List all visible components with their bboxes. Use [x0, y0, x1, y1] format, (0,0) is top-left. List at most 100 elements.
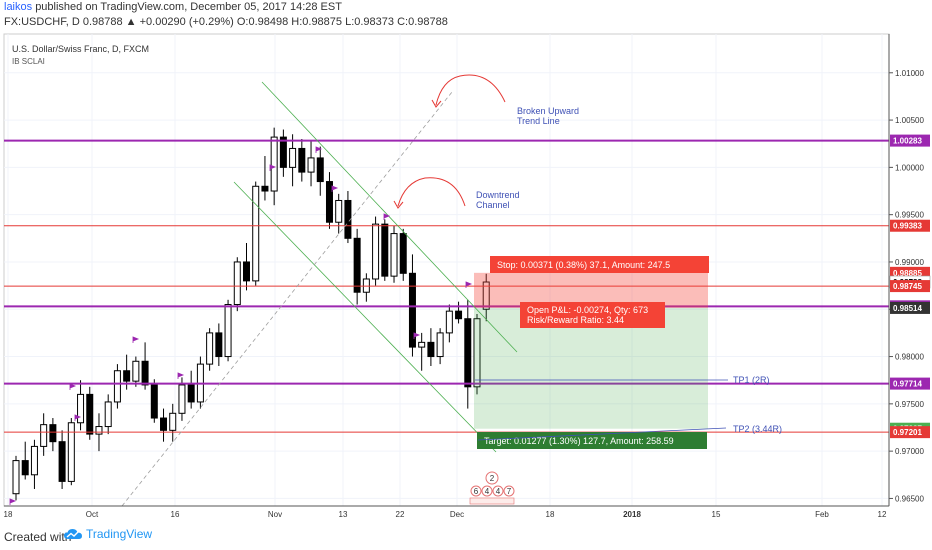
price-label-2: 0.98885 [893, 269, 922, 278]
tradingview-label: TradingView [86, 527, 153, 541]
candle-body [187, 384, 195, 403]
symbol-ohlc-line: FX:USDCHF, D 0.98788 ▲ +0.00290 (+0.29%)… [4, 16, 448, 28]
candle-body [104, 401, 112, 428]
candle-body [316, 157, 324, 183]
x-tick-label-0: 18 [4, 510, 13, 519]
stop-box-text: Stop: 0.00371 (0.38%) 37.1, Amount: 247.… [497, 260, 670, 270]
price-label-box [890, 426, 930, 439]
stop-box [490, 256, 709, 273]
event-flag-icon [269, 164, 277, 171]
y-tick-label-1: 1.00500 [895, 116, 924, 125]
price-label-box [890, 301, 930, 314]
price-label-6: 0.98514 [893, 304, 922, 313]
event-flag-icon [315, 146, 323, 153]
price-label-box [890, 280, 930, 293]
tp2-line [477, 427, 727, 441]
candle-body [289, 147, 297, 168]
published-text: published on TradingView.com, December 0… [35, 1, 342, 13]
chart-grid [3, 33, 890, 507]
price-label-box [890, 377, 930, 390]
candle-body [279, 136, 287, 168]
candle-body [482, 281, 490, 310]
candle-body [30, 445, 38, 476]
candle-body [243, 261, 250, 282]
event-flag-icon [132, 336, 140, 343]
price-label-box [890, 134, 930, 147]
y-tick-label-0: 1.01000 [895, 69, 924, 78]
candle-body [233, 261, 241, 306]
tradingview-brand[interactable]: TradingView [64, 527, 152, 541]
candle-body [86, 393, 94, 435]
downtrend-channel-label: Downtrend Channel [476, 190, 520, 210]
y-tick-label-9: 0.96500 [895, 494, 924, 503]
x-tick-label-6: Dec [450, 510, 464, 519]
pnl-box-text: Open P&L: -0.00274, Qty: 673 Risk/Reward … [527, 305, 648, 325]
candle-body [252, 185, 260, 282]
x-tick-label-2: 16 [171, 510, 180, 519]
indicator-label: IB SCLAI [12, 57, 45, 66]
candle-body [113, 370, 121, 403]
arrow-head-1 [431, 99, 442, 108]
event-number-2: 4 [496, 487, 501, 496]
candle-body [436, 332, 444, 358]
candle-body [178, 384, 186, 414]
candle-body [353, 237, 361, 293]
x-tick-label-8: 2018 [623, 510, 641, 519]
arrow-curve-2 [397, 177, 466, 207]
broken-trend-label: Broken Upward Trend Line [517, 106, 579, 126]
event-flag-icon [69, 383, 77, 390]
author-link[interactable]: laikos [4, 1, 33, 13]
created-with-text: Created with [4, 530, 72, 544]
price-label-4: 0.98745 [893, 282, 922, 291]
candle-body [270, 136, 278, 192]
price-chart[interactable]: Broken Upward Trend Line Downtrend Channel S… [0, 30, 932, 523]
event-flag-icon [413, 332, 421, 339]
x-tick-label-5: 22 [396, 510, 405, 519]
tradingview-cloud-icon [64, 529, 82, 539]
event-flag-icon [383, 213, 391, 220]
y-tick-label-3: 0.99500 [895, 211, 924, 220]
candle-body [224, 304, 232, 358]
pnl-box [520, 302, 665, 328]
x-tick-label-9: 15 [712, 510, 721, 519]
candle-body [418, 341, 426, 348]
price-label-9: 0.97201 [893, 428, 922, 437]
flag-strip-icon [469, 497, 515, 505]
tp2-label: TP2 (3.44R) [733, 424, 782, 434]
tp1-label: TP1 (2R) [733, 375, 770, 385]
candle-body [261, 185, 269, 192]
event-flag-icon [177, 372, 185, 379]
event-number-3: 7 [507, 487, 512, 496]
candle-body [372, 223, 380, 280]
candle-body [123, 370, 131, 382]
price-label-7: 0.97714 [893, 380, 922, 389]
target-zone [474, 307, 708, 429]
candle-body [141, 360, 149, 386]
y-tick-label-8: 0.97000 [895, 447, 924, 456]
candle-body [169, 412, 177, 431]
candle-body [408, 272, 416, 348]
candle-body [58, 441, 66, 482]
event-circle-icon [485, 471, 499, 485]
candle-body [150, 384, 158, 419]
chart-title: U.S. Dollar/Swiss Franc, D, FXCM [12, 44, 149, 54]
target-box-text: Target: 0.01277 (1.30%) 127.7, Amount: 2… [484, 436, 674, 446]
candle-body [215, 332, 223, 358]
candle-body [335, 199, 343, 223]
event-flag-icon [9, 498, 17, 505]
x-tick-label-11: 12 [878, 510, 887, 519]
plot-area [3, 33, 890, 507]
broken-trend-line [121, 91, 453, 507]
event-number-1: 4 [485, 487, 490, 496]
candle-body [160, 417, 168, 431]
channel-lower-line [233, 181, 497, 453]
x-tick-label-4: 13 [339, 510, 348, 519]
y-tick-label-2: 1.00000 [895, 163, 924, 172]
candle-body [132, 360, 140, 382]
candle-body [95, 426, 103, 435]
chart-header: laikos published on TradingView.com, Dec… [0, 0, 932, 30]
x-tick-label-1: Oct [86, 510, 99, 519]
y-tick-label-7: 0.97500 [895, 400, 924, 409]
price-label-box [890, 219, 930, 232]
candle-body [77, 393, 85, 424]
